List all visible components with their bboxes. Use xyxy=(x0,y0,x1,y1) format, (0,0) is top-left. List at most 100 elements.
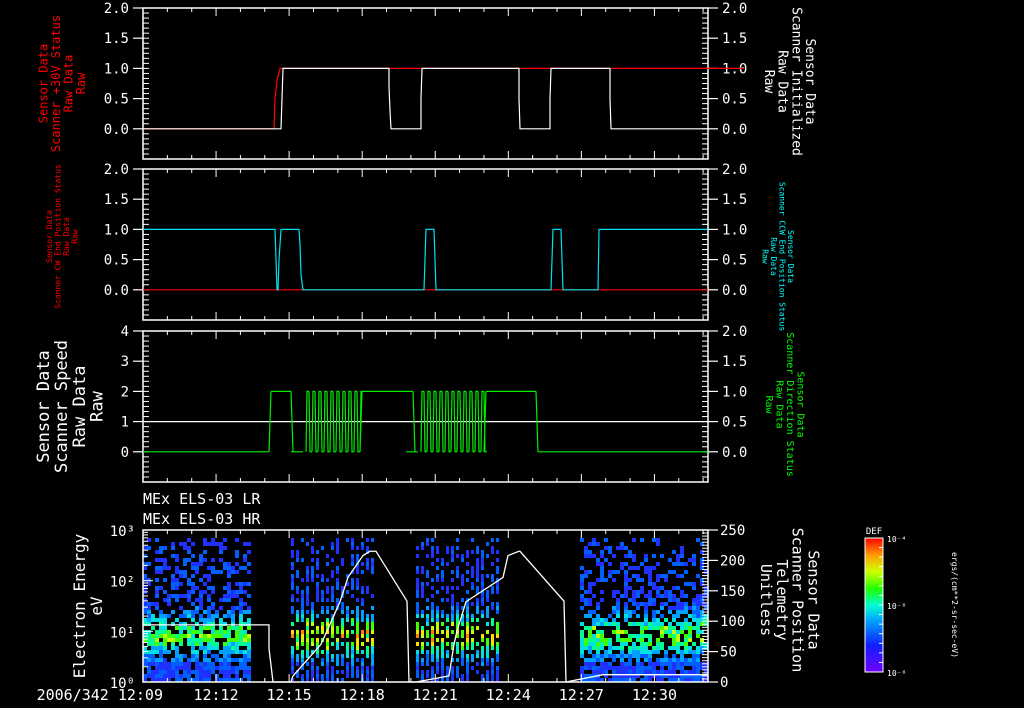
right-axis-tick-label: 0.0 xyxy=(722,283,747,299)
svg-text:Raw: Raw xyxy=(74,72,88,94)
svg-text:Scanner CCW End Position Statu: Scanner CCW End Position Status xyxy=(777,182,786,331)
svg-text:Unitless: Unitless xyxy=(757,564,775,636)
time-tick-label: 12:30 xyxy=(632,686,677,704)
colorbar-tick-label: 10⁻⁴ xyxy=(887,535,906,544)
svg-text:Scanner Position: Scanner Position xyxy=(789,528,807,673)
right-axis-tick-label: 200 xyxy=(720,553,745,569)
svg-text:Raw Data: Raw Data xyxy=(775,50,790,113)
right-axis-tick-label: 100 xyxy=(720,614,745,630)
left-axis-tick-label: 3 xyxy=(121,354,129,370)
spectrogram-title: MEx ELS-03 LR xyxy=(143,490,261,508)
left-axis-tick-label: 1.0 xyxy=(104,61,129,77)
colorbar-units: ergs/(cm**2-sr-sec-eV) xyxy=(950,552,959,658)
svg-text:Raw: Raw xyxy=(88,390,108,421)
right-axis-tick-label: 50 xyxy=(720,645,737,661)
svg-text:Raw: Raw xyxy=(70,229,79,244)
right-axis-tick-label: 0.5 xyxy=(722,415,747,431)
time-tick-label: 12:21 xyxy=(413,686,458,704)
time-tick-label: 12:12 xyxy=(193,686,238,704)
svg-text:ergs/(cm**2-sr-sec-eV): ergs/(cm**2-sr-sec-eV) xyxy=(950,552,959,658)
time-axis: 2006/342 12:09 12:12 12:15 12:18 12:21 12:24 1… xyxy=(37,686,677,704)
left-axis-tick-label: 10⁰ xyxy=(110,676,135,692)
series-line xyxy=(143,67,744,130)
series-line xyxy=(143,228,708,291)
colorbar: DEF 10⁻⁴ 10⁻⁶ 10⁻⁸ ergs/(cm**2-sr-sec-eV) xyxy=(864,527,959,678)
svg-text:Raw Data: Raw Data xyxy=(773,380,784,428)
right-axis-tick-label: 0.5 xyxy=(722,92,747,108)
panel-1: 2.0 1.5 1.0 0.5 0.0 2.0 1.5 1.0 0.5 0.0 Sensor Dat… xyxy=(36,1,817,160)
left-axis-tick-label: 10¹ xyxy=(110,625,135,641)
panels: 2.0 1.5 1.0 0.5 0.0 2.0 1.5 1.0 0.5 0.0 Sensor Dat… xyxy=(34,1,822,692)
left-axis-tick-label: 0.0 xyxy=(104,122,129,138)
time-tick-label: 12:27 xyxy=(559,686,604,704)
svg-text:Sensor Data: Sensor Data xyxy=(794,371,805,437)
left-axis-tick-label: 0.0 xyxy=(104,283,129,299)
left-axis-tick-label: 1 xyxy=(121,415,129,431)
left-axis-tick-label: 2 xyxy=(121,384,129,400)
left-axis-tick-label: 2.0 xyxy=(104,1,129,17)
left-axis-tick-label: 1.5 xyxy=(104,31,129,47)
svg-text:Raw Data: Raw Data xyxy=(62,55,76,113)
panel-4: 10³ 10² 10¹ 10⁰ 250 200 150 100 50 0 Electron Ener… xyxy=(70,490,822,692)
spectrogram-title: MEx ELS-03 HR xyxy=(143,510,261,528)
svg-text:Scanner +30V Status: Scanner +30V Status xyxy=(49,15,63,152)
right-axis-tick-label: 0.5 xyxy=(722,253,747,269)
svg-text:Sensor Data: Sensor Data xyxy=(45,210,54,263)
time-tick-label: 12:15 xyxy=(267,686,312,704)
left-axis-title: Sensor Data Scanner CW End Position Statu… xyxy=(45,164,79,309)
right-axis-tick-label: 1.0 xyxy=(722,61,747,77)
colorbar-tick-label: 10⁻⁶ xyxy=(887,602,906,611)
svg-text:Electron Energy: Electron Energy xyxy=(70,533,89,678)
svg-text:Sensor Data: Sensor Data xyxy=(34,350,54,463)
svg-text:Raw Data: Raw Data xyxy=(62,217,71,256)
svg-text:Scanner Direction Status: Scanner Direction Status xyxy=(784,332,795,477)
right-axis-tick-label: 1.0 xyxy=(722,222,747,238)
right-axis-tick-label: 1.5 xyxy=(722,192,747,208)
svg-text:Raw Data: Raw Data xyxy=(70,366,90,448)
time-tick-label: 12:24 xyxy=(486,686,531,704)
series-line xyxy=(143,67,708,130)
svg-text:Sensor Data: Sensor Data xyxy=(36,44,50,123)
left-axis-tick-label: 10³ xyxy=(110,524,135,540)
svg-text:Scanner CW End Position Status: Scanner CW End Position Status xyxy=(54,164,63,309)
svg-text:Sensor Data: Sensor Data xyxy=(786,230,795,283)
svg-text:Telemetry: Telemetry xyxy=(773,559,791,640)
right-axis-tick-label: 1.5 xyxy=(722,354,747,370)
left-axis-tick-label: 4 xyxy=(121,324,129,340)
right-axis-tick-label: 2.0 xyxy=(722,324,747,340)
right-axis-tick-label: 0.0 xyxy=(722,122,747,138)
svg-text:Scanner Initialized: Scanner Initialized xyxy=(788,7,803,156)
time-tick-label: 2006/342 12:09 xyxy=(37,686,163,704)
spectrogram-heatmap xyxy=(143,538,708,682)
left-axis-tick-label: 0 xyxy=(121,445,129,461)
panel-3-frame xyxy=(142,330,709,483)
colorbar-title: DEF xyxy=(866,527,882,537)
right-axis-tick-label: 1.5 xyxy=(722,31,747,47)
right-axis-tick-label: 0.0 xyxy=(722,445,747,461)
panel-1-frame xyxy=(142,7,709,160)
left-axis-tick-label: 0.5 xyxy=(104,92,129,108)
svg-text:Raw: Raw xyxy=(761,70,776,94)
svg-text:Sensor Data: Sensor Data xyxy=(804,550,822,649)
panel-2: 2.0 1.5 1.0 0.5 0.0 2.0 1.5 1.0 0.5 0.0 Sensor Dat… xyxy=(45,162,795,331)
right-axis-tick-label: 150 xyxy=(720,584,745,600)
svg-text:Raw: Raw xyxy=(761,249,770,264)
right-axis-tick-label: 1.0 xyxy=(722,384,747,400)
scanner-position-line xyxy=(143,550,708,683)
right-axis-tick-label: 250 xyxy=(720,523,745,539)
right-axis-tick-label: 2.0 xyxy=(722,1,747,17)
svg-text:Raw Data: Raw Data xyxy=(769,237,778,276)
right-axis-tick-label: 2.0 xyxy=(722,162,747,178)
time-tick-label: 12:18 xyxy=(340,686,385,704)
left-axis-tick-label: 1.5 xyxy=(104,192,129,208)
left-axis-tick-label: 1.0 xyxy=(104,222,129,238)
svg-text:Raw: Raw xyxy=(763,395,774,414)
colorbar-tick-label: 10⁻⁸ xyxy=(887,669,906,678)
